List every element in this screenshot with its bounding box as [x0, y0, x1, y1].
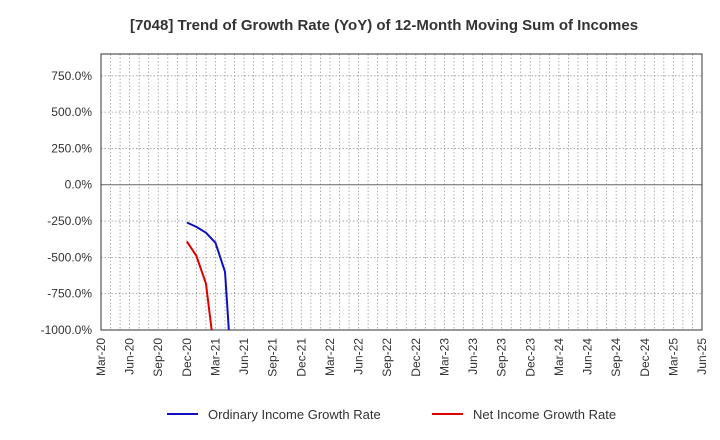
x-tick-label: Sep-20 — [151, 338, 165, 377]
x-tick-label: Dec-21 — [294, 338, 308, 377]
series-line-0 — [186, 221, 230, 331]
y-tick-label: 750.0% — [51, 69, 92, 83]
x-tick-label: Dec-23 — [523, 338, 537, 377]
y-tick-label: 250.0% — [51, 141, 92, 155]
axes — [100, 53, 703, 331]
x-tick-label: Jun-23 — [466, 338, 480, 375]
x-tick-label: Sep-24 — [609, 338, 623, 377]
x-tick-label: Sep-21 — [266, 338, 280, 377]
x-tick-label: Mar-24 — [552, 338, 566, 376]
x-tick-label: Mar-23 — [437, 338, 451, 376]
legend-label-1: Net Income Growth Rate — [473, 407, 616, 422]
plot-frame — [100, 53, 703, 331]
y-tick-label: -500.0% — [47, 250, 92, 264]
x-tick-label: Sep-22 — [380, 338, 394, 377]
x-tick-label: Dec-20 — [180, 338, 194, 377]
x-tick-label: Mar-20 — [94, 338, 108, 376]
series-lines — [186, 221, 230, 331]
x-tick-label: Mar-25 — [666, 338, 680, 376]
y-tick-label: 500.0% — [51, 105, 92, 119]
y-tick-label: -250.0% — [47, 214, 92, 228]
x-tick-label: Jun-21 — [237, 338, 251, 375]
y-tick-label: -750.0% — [47, 287, 92, 301]
y-tick-label: -1000.0% — [41, 323, 93, 337]
x-tick-label: Jun-22 — [352, 338, 366, 375]
chart-title: [7048] Trend of Growth Rate (YoY) of 12-… — [130, 17, 638, 34]
x-tick-label: Sep-23 — [495, 338, 509, 377]
x-tick-label: Jun-24 — [581, 338, 595, 375]
x-tick-label: Jun-20 — [123, 338, 137, 375]
x-tick-label: Jun-25 — [695, 338, 709, 375]
x-tick-label: Dec-24 — [638, 338, 652, 377]
legend-label-0: Ordinary Income Growth Rate — [208, 407, 381, 422]
legend: Ordinary Income Growth Rate Net Income Gr… — [167, 407, 616, 422]
grid — [100, 54, 703, 331]
x-tick-label: Mar-21 — [208, 338, 222, 376]
x-tick-label: Dec-22 — [409, 338, 423, 377]
y-tick-label: 0.0% — [65, 178, 93, 192]
x-tick-label: Mar-22 — [323, 338, 337, 376]
x-tick-labels: Mar-20 Jun-20 Sep-20 Dec-20 Mar-21 Jun-21 Sep-… — [94, 338, 709, 377]
series-line-1 — [186, 240, 213, 331]
y-tick-labels: 750.0% 500.0% 250.0% 0.0% -250.0% -500.0% -750… — [41, 69, 93, 337]
